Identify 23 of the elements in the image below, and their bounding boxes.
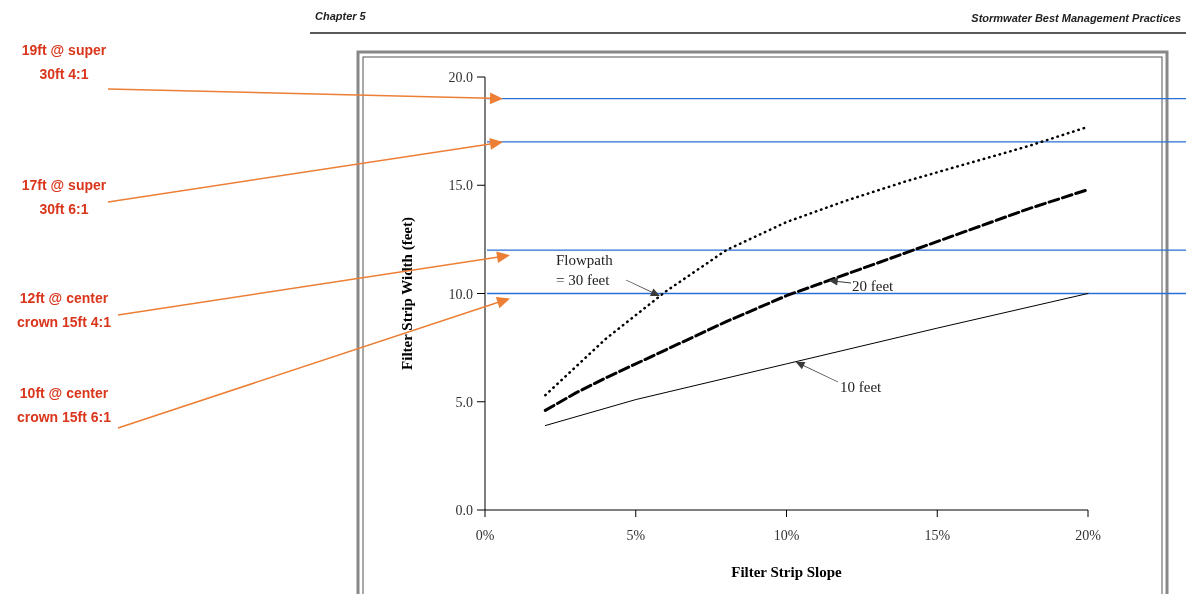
y-tick-label: 20.0 [448, 70, 473, 85]
text: Chapter 5 [315, 10, 367, 22]
text: 17ft @ super 30ft 6:1 [21, 177, 107, 217]
x-tick-label: 15% [924, 528, 951, 543]
y-tick-label: 10.0 [448, 286, 473, 302]
series-label: 10 feet [840, 379, 883, 395]
line-series [543, 188, 1090, 412]
y-tick-label: 5.0 [455, 394, 473, 410]
series-label: 20 feet [852, 278, 895, 294]
y-axis-title: Filter Strip Width (feet) [399, 217, 416, 370]
text: Stormwater Best Management Practices [971, 12, 1181, 24]
x-tick-label: 5% [626, 528, 646, 543]
x-axis-title: Filter Strip Slope [731, 564, 843, 580]
text: 10ft @ center crown 15ft 6:1 [16, 385, 112, 425]
text: 19ft @ super 30ft 4:1 [21, 42, 107, 82]
text: 12ft @ center crown 15ft 4:1 [16, 290, 112, 330]
y-tick-label: 15.0 [448, 178, 473, 194]
y-tick-label: 0.0 [455, 503, 473, 518]
x-tick-label: 20% [1075, 528, 1102, 543]
x-tick-label: 0% [475, 528, 495, 543]
x-tick-label: 10% [773, 528, 800, 543]
text: Flowpath = 30 feet [556, 252, 614, 288]
line-series [544, 293, 1089, 427]
